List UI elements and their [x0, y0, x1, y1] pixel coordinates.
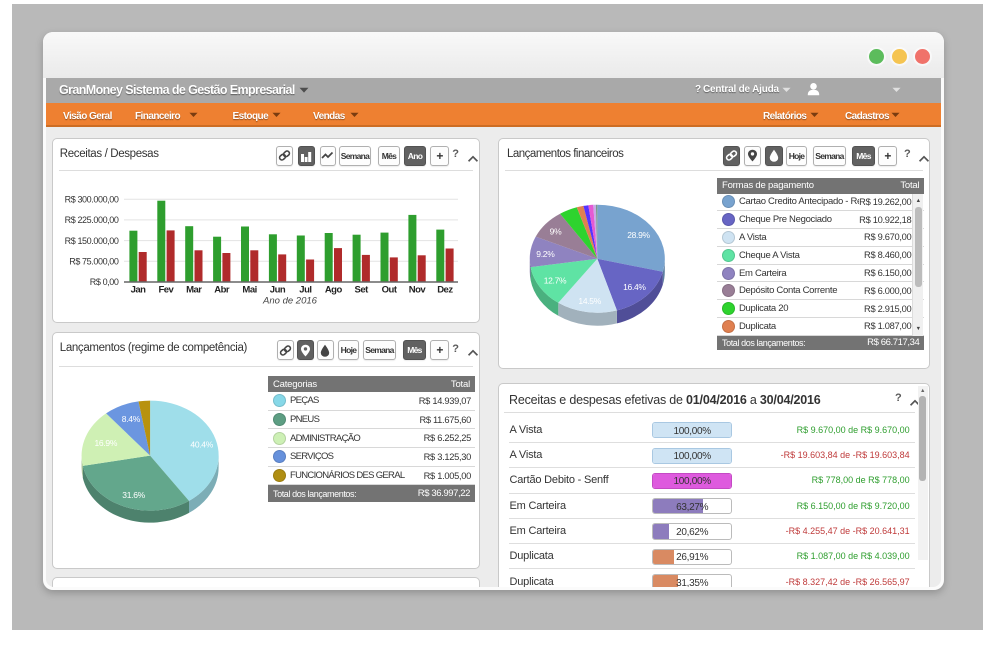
svg-text:16.4%: 16.4% — [623, 282, 646, 292]
svg-text:Ago: Ago — [325, 284, 343, 295]
svg-text:40.4%: 40.4% — [191, 440, 214, 450]
svg-text:R$ 75.000,00: R$ 75.000,00 — [70, 256, 120, 266]
svg-text:Fev: Fev — [159, 284, 175, 295]
svg-text:Set: Set — [355, 284, 370, 295]
svg-text:12.7%: 12.7% — [544, 275, 567, 285]
svg-text:28.9%: 28.9% — [627, 230, 650, 240]
svg-text:Jun: Jun — [270, 284, 286, 295]
svg-text:14.5%: 14.5% — [578, 296, 601, 306]
svg-text:R$ 300.000,00: R$ 300.000,00 — [65, 194, 119, 204]
svg-text:16.9%: 16.9% — [95, 438, 118, 448]
svg-text:Nov: Nov — [409, 284, 427, 295]
svg-text:9.2%: 9.2% — [536, 249, 555, 259]
svg-text:31.6%: 31.6% — [123, 490, 146, 500]
svg-text:Jul: Jul — [300, 284, 312, 295]
svg-text:Dez: Dez — [437, 284, 453, 295]
svg-text:R$ 0,00: R$ 0,00 — [90, 277, 119, 287]
svg-text:Ano de 2016: Ano de 2016 — [262, 295, 318, 306]
svg-text:Out: Out — [382, 284, 398, 295]
svg-text:R$ 150.000,00: R$ 150.000,00 — [65, 235, 119, 245]
svg-text:8.4%: 8.4% — [122, 414, 141, 424]
svg-text:9%: 9% — [550, 226, 562, 236]
svg-text:R$ 225.000,00: R$ 225.000,00 — [65, 215, 119, 225]
svg-text:Mar: Mar — [186, 284, 202, 295]
svg-text:Jan: Jan — [131, 284, 147, 295]
svg-text:Mai: Mai — [243, 284, 257, 295]
svg-text:Abr: Abr — [215, 284, 231, 295]
